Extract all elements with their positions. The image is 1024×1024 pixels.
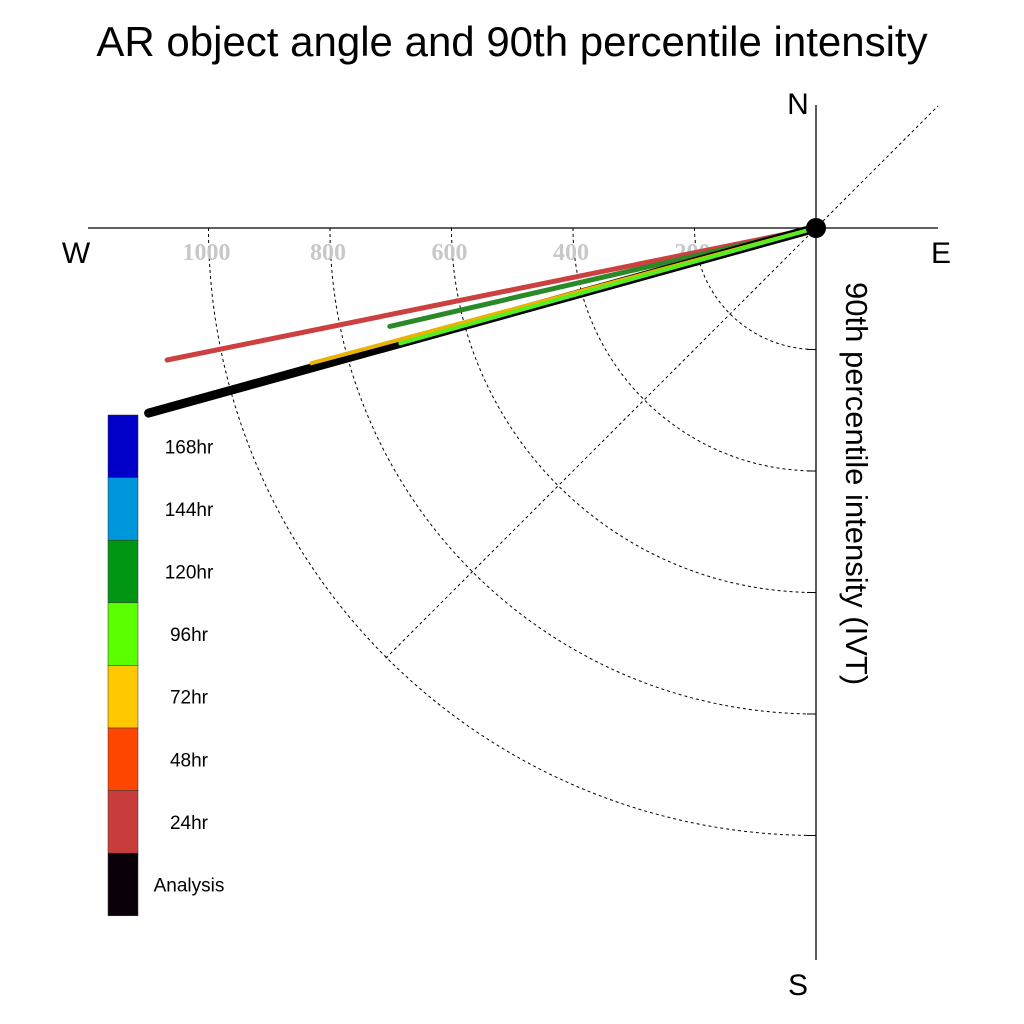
y-axis-label: 90th percentile intensity (IVT) — [839, 282, 874, 685]
legend-label-72hr: 72hr — [170, 688, 209, 709]
radial-tick-label: 600 — [432, 240, 468, 266]
legend-label-96hr: 96hr — [170, 625, 209, 646]
grid-diagonal — [385, 105, 939, 659]
legend-swatch-168hr — [107, 414, 139, 478]
legend-label-24hr: 24hr — [170, 813, 209, 834]
series-line-96hr — [398, 226, 818, 346]
legend-swatch-120hr — [107, 539, 139, 604]
compass-north-label: N — [787, 88, 809, 121]
legend: 168hr 144hr 120hr 96hr 72hr 48hr 24hr Analysis — [107, 414, 225, 917]
origin-marker — [806, 218, 826, 238]
series-lines — [144, 223, 821, 418]
grid-arc — [329, 227, 817, 715]
series-line-24hr — [164, 225, 819, 363]
legend-swatch-24hr — [107, 790, 139, 854]
legend-label-48hr: 48hr — [170, 750, 209, 771]
legend-swatch-analysis — [107, 852, 139, 917]
radial-tick-label: 800 — [310, 240, 346, 266]
chart-title: AR object angle and 90th percentile inte… — [96, 18, 927, 65]
legend-label-120hr: 120hr — [165, 563, 214, 584]
legend-swatch-144hr — [107, 477, 139, 541]
legend-label-144hr: 144hr — [165, 500, 214, 521]
radial-tick-label: 1000 — [183, 240, 231, 266]
legend-label-analysis: Analysis — [154, 876, 225, 897]
legend-swatch-72hr — [107, 665, 139, 729]
legend-label-168hr: 168hr — [165, 437, 214, 458]
grid — [208, 105, 939, 836]
compass-south-label: S — [788, 969, 808, 1002]
compass-east-label: E — [931, 237, 951, 270]
grid-arc — [208, 227, 817, 836]
radial-tick-labels: 2004006008001000 — [183, 240, 711, 266]
legend-swatch-48hr — [107, 727, 139, 791]
radial-tick-label: 400 — [553, 240, 589, 266]
legend-swatch-96hr — [107, 602, 139, 666]
compass-west-label: W — [62, 237, 91, 270]
